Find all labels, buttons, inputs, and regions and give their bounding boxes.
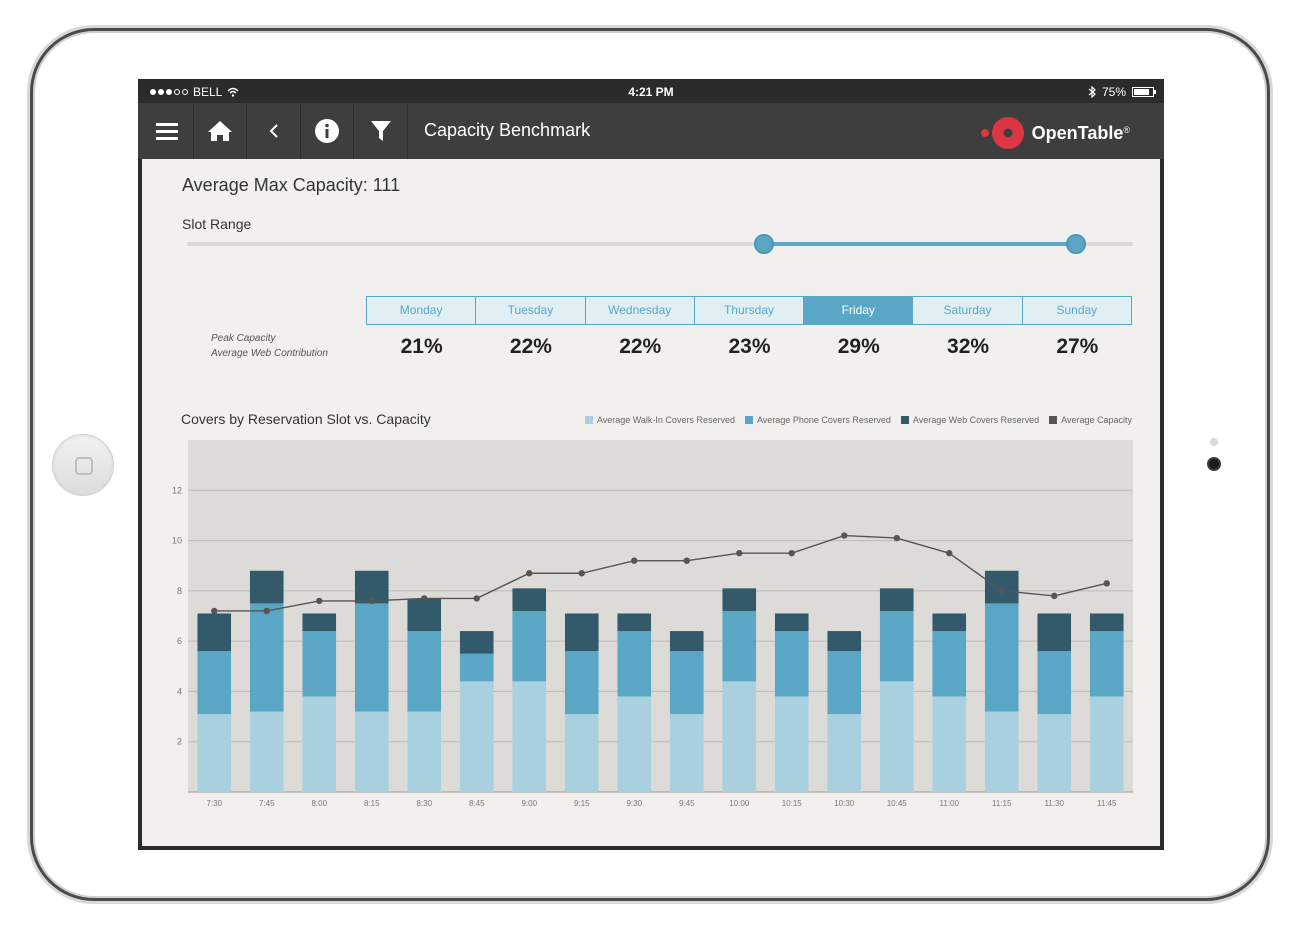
hamburger-icon bbox=[156, 123, 178, 140]
pct-thursday: 23% bbox=[728, 335, 771, 358]
legend-swatch bbox=[744, 416, 753, 424]
tab-thursday[interactable]: Thursday bbox=[693, 296, 805, 325]
tab-tuesday[interactable]: Tuesday bbox=[475, 296, 586, 325]
pct-wednesday: 22% bbox=[619, 335, 662, 358]
legend-item: Average Phone Covers Reserved bbox=[744, 415, 891, 425]
avg-max-capacity: Average Max Capacity: 111 bbox=[182, 175, 401, 195]
slot-range-end-handle[interactable] bbox=[1066, 234, 1087, 254]
tab-sunday[interactable]: Sunday bbox=[1021, 296, 1132, 325]
home-nav-button[interactable] bbox=[194, 103, 247, 159]
screen: BELL 4:21 PM 75% Capacity Benchmark Open bbox=[138, 79, 1164, 850]
tab-monday[interactable]: Monday bbox=[366, 296, 477, 325]
wifi-icon bbox=[227, 87, 239, 97]
legend-swatch bbox=[900, 416, 909, 424]
bluetooth-icon bbox=[1088, 86, 1096, 98]
legend-label: Average Walk-In Covers Reserved bbox=[596, 415, 735, 425]
camera-icon bbox=[1207, 457, 1221, 471]
legend-label: Average Phone Covers Reserved bbox=[756, 415, 891, 425]
back-button[interactable] bbox=[248, 103, 301, 159]
info-button[interactable] bbox=[301, 103, 354, 159]
pct-monday: 21% bbox=[400, 335, 443, 358]
legend-swatch bbox=[1049, 416, 1058, 424]
brand-mark: ® bbox=[1123, 125, 1130, 135]
house-icon bbox=[208, 121, 232, 141]
pct-saturday: 32% bbox=[947, 335, 990, 358]
slot-range-start-handle[interactable] bbox=[754, 234, 775, 254]
opentable-logo-icon bbox=[980, 117, 1024, 149]
battery-label: 75% bbox=[1101, 85, 1126, 99]
peak-label: Peak Capacity Average Web Contribution bbox=[211, 331, 328, 361]
filter-icon bbox=[371, 121, 391, 141]
carrier-label: BELL bbox=[193, 85, 223, 99]
status-bar: BELL 4:21 PM 75% bbox=[138, 79, 1164, 103]
info-icon bbox=[315, 119, 339, 143]
brand-name: OpenTable bbox=[1031, 122, 1124, 143]
peak-label-line2: Average Web Contribution bbox=[211, 348, 328, 359]
tab-friday[interactable]: Friday bbox=[803, 296, 914, 325]
pct-tuesday: 22% bbox=[509, 335, 552, 358]
pct-sunday: 27% bbox=[1056, 335, 1099, 358]
page-title: Capacity Benchmark bbox=[424, 120, 591, 140]
legend-item: Average Walk-In Covers Reserved bbox=[584, 415, 735, 425]
filter-button[interactable] bbox=[355, 103, 408, 159]
tab-wednesday[interactable]: Wednesday bbox=[584, 296, 695, 325]
pct-friday: 29% bbox=[837, 335, 880, 358]
legend-item: Average Web Covers Reserved bbox=[900, 415, 1040, 425]
status-time: 4:21 PM bbox=[628, 85, 674, 99]
navbar: Capacity Benchmark OpenTable ® bbox=[138, 103, 1164, 159]
peak-label-line1: Peak Capacity bbox=[211, 333, 276, 344]
chart-legend: Average Walk-In Covers Reserved Average P… bbox=[584, 415, 1132, 425]
tab-saturday[interactable]: Saturday bbox=[912, 296, 1023, 325]
day-percentages: 21% 22% 22% 23% 29% 32% 27% bbox=[367, 335, 1132, 359]
day-tabs: Monday Tuesday Wednesday Thursday Friday Satu… bbox=[366, 296, 1132, 325]
menu-button[interactable] bbox=[141, 103, 194, 159]
main-content: Average Max Capacity: 111 Slot Range bbox=[142, 159, 1160, 846]
slot-range-label: Slot Range bbox=[182, 216, 252, 232]
battery-icon bbox=[1132, 87, 1156, 97]
chart-title: Covers by Reservation Slot vs. Capacity bbox=[181, 411, 431, 427]
home-button-icon bbox=[75, 457, 93, 475]
legend-swatch bbox=[584, 416, 593, 424]
opentable-logo: OpenTable ® bbox=[980, 116, 1130, 150]
legend-label: Average Web Covers Reserved bbox=[912, 415, 1040, 425]
slot-range-slider[interactable] bbox=[187, 234, 1133, 254]
chevron-left-icon bbox=[269, 124, 278, 138]
legend-item: Average Capacity bbox=[1049, 415, 1132, 425]
legend-label: Average Capacity bbox=[1061, 415, 1132, 425]
slot-range-fill bbox=[764, 242, 1077, 246]
sensor-dot bbox=[1210, 438, 1218, 446]
home-button[interactable] bbox=[52, 434, 114, 496]
signal-icon bbox=[150, 89, 188, 95]
